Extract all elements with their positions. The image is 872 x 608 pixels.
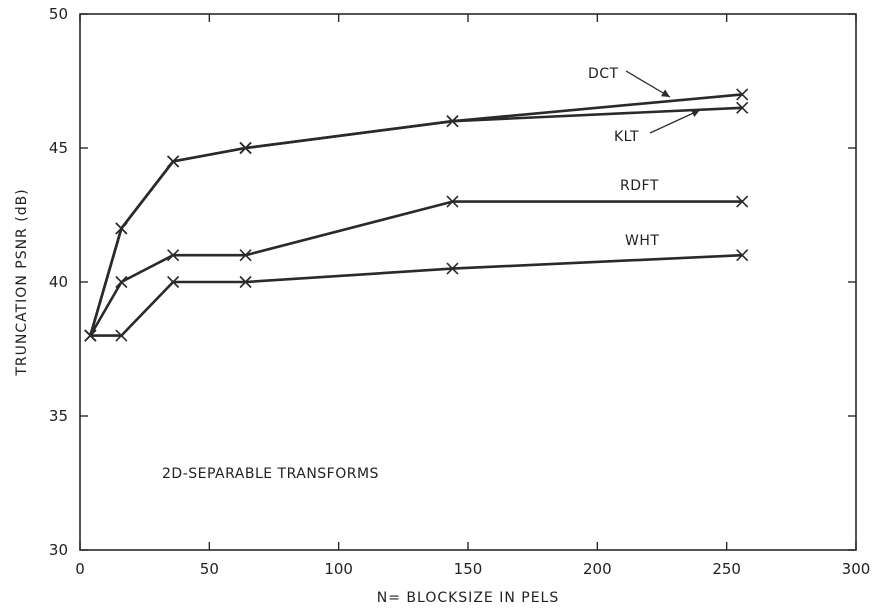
data-point-klt bbox=[446, 115, 459, 128]
x-marker-stroke bbox=[736, 195, 749, 208]
data-point-rdft bbox=[239, 249, 252, 262]
series-line-klt bbox=[89, 106, 743, 336]
x-marker-stroke bbox=[167, 155, 180, 168]
x-axis-title: N= BLOCKSIZE IN PELS bbox=[377, 590, 559, 606]
data-point-wht bbox=[239, 275, 252, 289]
x-marker-stroke bbox=[736, 88, 749, 101]
x-marker-stroke bbox=[84, 329, 97, 342]
data-point-rdft bbox=[446, 195, 459, 208]
data-point-klt bbox=[115, 222, 128, 235]
klt-leader-arrow-head bbox=[691, 109, 700, 117]
data-point-klt bbox=[736, 101, 749, 114]
x-marker-stroke bbox=[115, 275, 128, 289]
klt-leader-arrow bbox=[649, 109, 701, 134]
x-tick-label: 0 bbox=[75, 560, 85, 578]
series-label-klt: KLT bbox=[614, 129, 639, 145]
series-line-rdft bbox=[89, 200, 743, 337]
series-layer bbox=[84, 88, 749, 342]
data-point-wht bbox=[736, 249, 749, 262]
series-line-dct bbox=[89, 93, 743, 336]
x-marker-stroke bbox=[167, 249, 180, 262]
x-marker-stroke bbox=[115, 222, 128, 235]
series-line-wht bbox=[90, 253, 743, 337]
dct-leader-arrow-head bbox=[661, 89, 670, 97]
y-tick-label: 35 bbox=[49, 407, 68, 425]
series-label-wht: WHT bbox=[625, 233, 659, 249]
data-point-wht bbox=[115, 329, 128, 342]
dct-leader-arrow bbox=[625, 70, 671, 98]
data-point-klt bbox=[167, 155, 180, 168]
series-label-dct: DCT bbox=[588, 66, 619, 82]
x-marker-stroke bbox=[446, 195, 459, 208]
data-point-rdft bbox=[736, 195, 749, 208]
x-tick-label: 100 bbox=[324, 560, 353, 578]
y-axis-title: TRUNCATION PSNR (dB) bbox=[14, 188, 30, 376]
data-point-wht bbox=[446, 262, 459, 275]
x-marker-stroke bbox=[167, 275, 180, 289]
axes: 0 50 100 150 200 250 300 30 35 40 45 50 bbox=[49, 5, 870, 578]
x-marker-stroke bbox=[115, 329, 128, 342]
x-tick-label: 250 bbox=[712, 560, 741, 578]
x-marker-stroke bbox=[446, 262, 459, 275]
x-marker-stroke bbox=[239, 141, 252, 155]
x-marker-stroke bbox=[239, 249, 252, 262]
data-point-rdft bbox=[115, 275, 128, 289]
x-tick-label: 150 bbox=[454, 560, 483, 578]
series-label-rdft: RDFT bbox=[620, 178, 659, 194]
y-tick-label: 50 bbox=[49, 5, 68, 23]
data-point-wht bbox=[84, 329, 97, 342]
x-tick-label: 50 bbox=[200, 560, 219, 578]
x-tick-label: 300 bbox=[842, 560, 871, 578]
x-marker-stroke bbox=[736, 101, 749, 114]
y-tick-label: 45 bbox=[49, 139, 68, 157]
y-tick-label: 30 bbox=[49, 541, 68, 559]
x-marker-stroke bbox=[239, 275, 252, 289]
x-tick-label: 200 bbox=[583, 560, 612, 578]
x-marker-stroke bbox=[736, 249, 749, 262]
labels: N= BLOCKSIZE IN PELS TRUNCATION PSNR (dB)… bbox=[14, 66, 701, 606]
data-point-dct bbox=[736, 88, 749, 101]
data-point-rdft bbox=[167, 249, 180, 262]
data-point-klt bbox=[239, 141, 252, 155]
y-tick-label: 40 bbox=[49, 273, 68, 291]
plot-annotation: 2D-SEPARABLE TRANSFORMS bbox=[162, 466, 379, 482]
data-point-wht bbox=[167, 275, 180, 289]
x-marker-stroke bbox=[446, 115, 459, 128]
